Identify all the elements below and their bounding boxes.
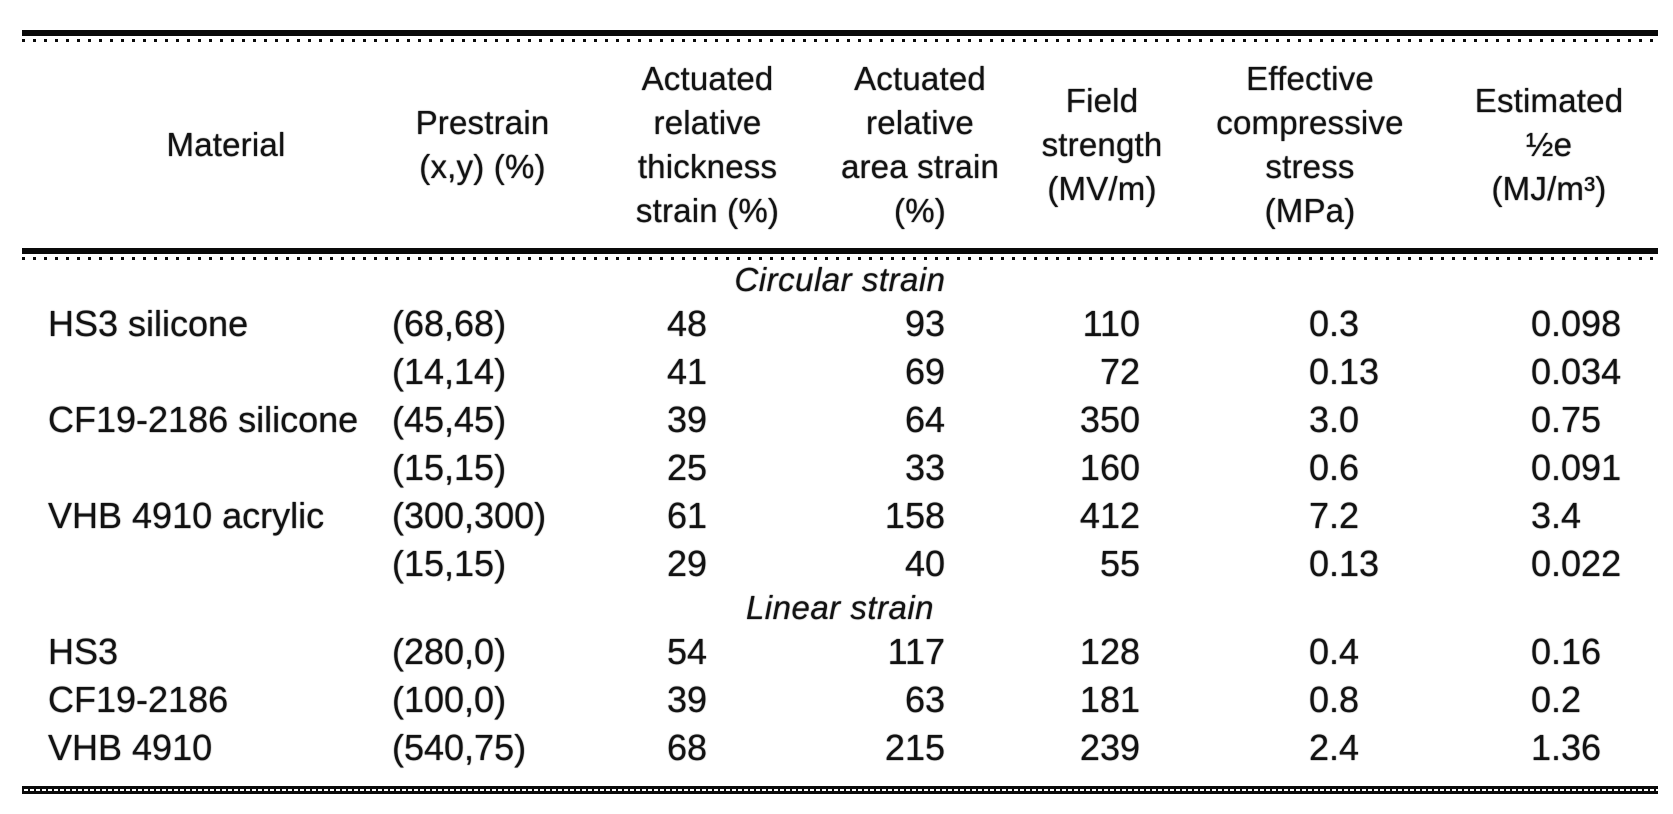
cell-material: CF19-2186 bbox=[48, 679, 229, 720]
cell-material: HS3 silicone bbox=[48, 303, 249, 344]
cell-prestrain: (15,15) bbox=[392, 447, 507, 488]
cell-prestrain: (45,45) bbox=[392, 399, 507, 440]
cell-area-strain: 33 bbox=[904, 447, 945, 488]
cell-material: HS3 bbox=[48, 631, 119, 672]
cell-prestrain: (540,75) bbox=[392, 727, 527, 768]
cell-area-strain: 63 bbox=[904, 679, 945, 720]
cell-energy-density: 0.098 bbox=[1531, 303, 1622, 344]
table-row: CF19-2186 silicone (45,45) 39 64 350 3.0… bbox=[22, 396, 1658, 444]
cell-energy-density: 0.75 bbox=[1531, 399, 1602, 440]
cell-compressive-stress: 7.2 bbox=[1309, 495, 1360, 536]
column-header-field-strength: Field strength (MV/m) bbox=[1041, 82, 1163, 207]
cell-energy-density: 1.36 bbox=[1531, 727, 1602, 768]
cell-energy-density: 0.034 bbox=[1531, 351, 1622, 392]
cell-thickness-strain: 61 bbox=[666, 495, 707, 536]
table-row: HS3 silicone (68,68) 48 93 110 0.3 0.098 bbox=[22, 300, 1658, 348]
cell-area-strain: 117 bbox=[887, 631, 945, 672]
cell-field-strength: 110 bbox=[1082, 303, 1140, 344]
cell-area-strain: 215 bbox=[884, 727, 945, 768]
cell-field-strength: 412 bbox=[1079, 495, 1140, 536]
table-body: Circular strain HS3 silicone (68,68) 48 … bbox=[22, 260, 1658, 772]
cell-compressive-stress: 0.13 bbox=[1309, 351, 1380, 392]
cell-energy-density: 0.022 bbox=[1531, 543, 1622, 584]
cell-field-strength: 239 bbox=[1079, 727, 1140, 768]
cell-field-strength: 55 bbox=[1099, 543, 1140, 584]
materials-table: Material Prestrain (x,y) (%) Actuated re… bbox=[22, 30, 1658, 794]
table-row: VHB 4910 acrylic (300,300) 61 158 412 7.… bbox=[22, 492, 1658, 540]
table-row: HS3 (280,0) 54 117 128 0.4 0.16 bbox=[22, 628, 1658, 676]
cell-material: VHB 4910 acrylic bbox=[48, 495, 325, 536]
column-header-compressive-stress: Effective compressive stress (MPa) bbox=[1216, 60, 1404, 229]
cell-compressive-stress: 0.13 bbox=[1309, 543, 1380, 584]
cell-energy-density: 0.2 bbox=[1531, 679, 1582, 720]
cell-prestrain: (300,300) bbox=[392, 495, 547, 536]
column-header-energy-density: Estimated ½e (MJ/m³) bbox=[1474, 82, 1624, 207]
cell-compressive-stress: 0.6 bbox=[1309, 447, 1360, 488]
cell-compressive-stress: 2.4 bbox=[1309, 727, 1360, 768]
cell-field-strength: 181 bbox=[1079, 679, 1140, 720]
table-top-rule bbox=[22, 30, 1658, 42]
cell-prestrain: (280,0) bbox=[392, 631, 507, 672]
cell-field-strength: 160 bbox=[1079, 447, 1140, 488]
cell-energy-density: 0.16 bbox=[1531, 631, 1602, 672]
cell-prestrain: (15,15) bbox=[392, 543, 507, 584]
cell-prestrain: (14,14) bbox=[392, 351, 507, 392]
cell-area-strain: 40 bbox=[904, 543, 945, 584]
column-header-prestrain: Prestrain (x,y) (%) bbox=[415, 104, 550, 185]
cell-prestrain: (68,68) bbox=[392, 303, 507, 344]
cell-compressive-stress: 0.8 bbox=[1309, 679, 1360, 720]
table-header-row: Material Prestrain (x,y) (%) Actuated re… bbox=[22, 42, 1658, 248]
cell-thickness-strain: 48 bbox=[666, 303, 707, 344]
cell-area-strain: 69 bbox=[904, 351, 945, 392]
section-header-circular-strain: Circular strain bbox=[734, 261, 946, 298]
column-header-material: Material bbox=[166, 126, 286, 163]
cell-compressive-stress: 0.4 bbox=[1309, 631, 1360, 672]
column-header-area-strain: Actuated relative area strain (%) bbox=[840, 60, 1000, 229]
cell-area-strain: 93 bbox=[904, 303, 945, 344]
table-row: (14,14) 41 69 72 0.13 0.034 bbox=[22, 348, 1658, 396]
cell-field-strength: 350 bbox=[1079, 399, 1140, 440]
cell-thickness-strain: 68 bbox=[666, 727, 707, 768]
section-header-linear-strain: Linear strain bbox=[745, 589, 935, 626]
cell-thickness-strain: 29 bbox=[666, 543, 707, 584]
cell-energy-density: 0.091 bbox=[1531, 447, 1622, 488]
cell-area-strain: 64 bbox=[904, 399, 945, 440]
cell-thickness-strain: 25 bbox=[666, 447, 707, 488]
cell-energy-density: 3.4 bbox=[1531, 495, 1582, 536]
table-bottom-rule bbox=[22, 786, 1658, 794]
cell-material: VHB 4910 bbox=[48, 727, 213, 768]
cell-prestrain: (100,0) bbox=[392, 679, 507, 720]
table-row: CF19-2186 (100,0) 39 63 181 0.8 0.2 bbox=[22, 676, 1658, 724]
header-separator-rule bbox=[22, 248, 1658, 260]
cell-compressive-stress: 0.3 bbox=[1309, 303, 1360, 344]
cell-area-strain: 158 bbox=[884, 495, 945, 536]
table-row: VHB 4910 (540,75) 68 215 239 2.4 1.36 bbox=[22, 724, 1658, 772]
cell-thickness-strain: 39 bbox=[666, 399, 707, 440]
cell-thickness-strain: 39 bbox=[666, 679, 707, 720]
cell-compressive-stress: 3.0 bbox=[1309, 399, 1360, 440]
cell-field-strength: 128 bbox=[1079, 631, 1140, 672]
cell-thickness-strain: 54 bbox=[666, 631, 707, 672]
column-header-thickness-strain: Actuated relative thickness strain (%) bbox=[635, 60, 780, 229]
cell-field-strength: 72 bbox=[1099, 351, 1140, 392]
table-row: (15,15) 25 33 160 0.6 0.091 bbox=[22, 444, 1658, 492]
table-row: (15,15) 29 40 55 0.13 0.022 bbox=[22, 540, 1658, 588]
cell-material: CF19-2186 silicone bbox=[48, 399, 359, 440]
cell-thickness-strain: 41 bbox=[666, 351, 707, 392]
